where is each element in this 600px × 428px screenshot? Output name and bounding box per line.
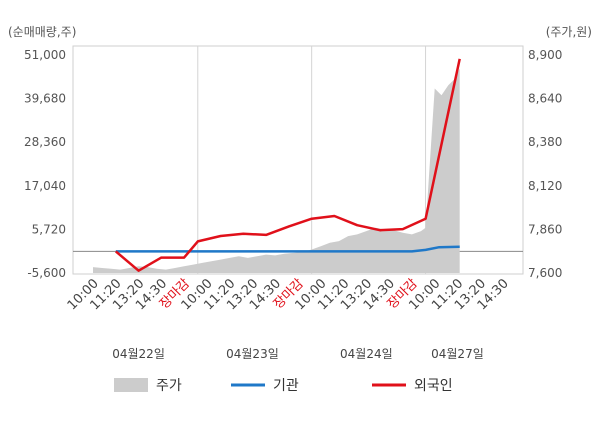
left-tick-label: 51,000 xyxy=(24,48,66,62)
legend: 주가 기관 외국인 xyxy=(114,378,453,394)
right-tick-label: 7,860 xyxy=(528,222,562,236)
right-tick-label: 7,600 xyxy=(528,266,562,280)
legend-label: 외국인 xyxy=(414,378,453,394)
legend-label: 주가 xyxy=(156,378,182,394)
date-label: 04월23일 xyxy=(226,347,279,361)
left-tick-label: 39,680 xyxy=(24,92,66,106)
left-tick-label: 28,360 xyxy=(24,135,66,149)
date-label: 04월24일 xyxy=(340,347,393,361)
date-label: 04월27일 xyxy=(431,347,484,361)
left-tick-label: 5,720 xyxy=(32,222,66,236)
series-line-1 xyxy=(115,245,460,253)
right-tick-label: 8,900 xyxy=(528,48,562,62)
x-axis-ticks: 10:0011:2013:2014:30장마감10:0011:2013:2014… xyxy=(65,276,512,313)
left-tick-label: 17,040 xyxy=(24,179,66,193)
left-axis-title: (순매매량,주) xyxy=(8,25,76,39)
date-label: 04월22일 xyxy=(112,347,165,361)
series-line-2 xyxy=(114,58,461,272)
legend-swatch-price xyxy=(114,378,148,392)
price-area-layer xyxy=(93,68,460,274)
left-axis-ticks: 51,000 39,680 28,360 17,040 5,720 -5,600 xyxy=(24,48,66,280)
series-area-price xyxy=(93,68,460,274)
series-lines-layer xyxy=(114,58,461,272)
date-labels: 04월22일 04월23일 04월24일 04월27일 xyxy=(112,347,484,361)
right-tick-label: 8,640 xyxy=(528,92,562,106)
right-tick-label: 8,120 xyxy=(528,179,562,193)
plot-frame xyxy=(72,45,524,275)
left-tick-label: -5,600 xyxy=(27,266,66,280)
legend-label: 기관 xyxy=(273,378,299,394)
right-axis-title: (주가,원) xyxy=(546,25,592,39)
right-tick-label: 8,380 xyxy=(528,135,562,149)
right-axis-ticks: 8,900 8,640 8,380 8,120 7,860 7,600 xyxy=(528,48,562,280)
